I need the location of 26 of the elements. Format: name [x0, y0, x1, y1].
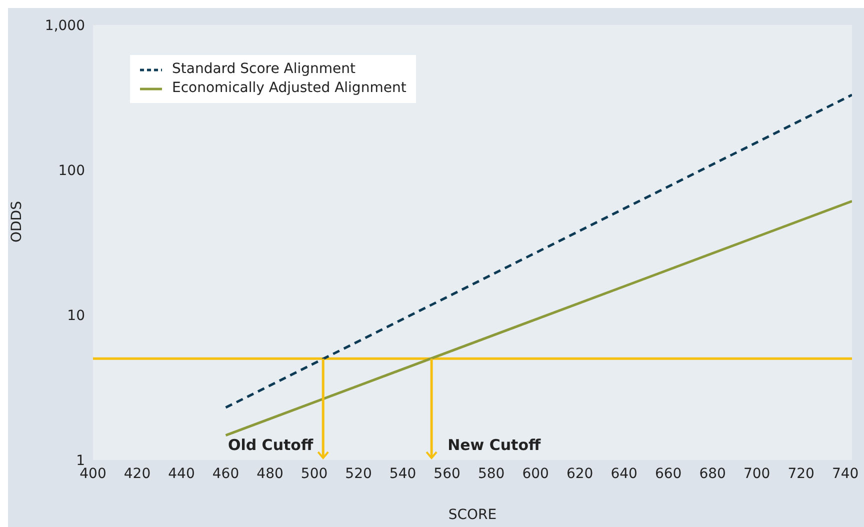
y-axis-title: ODDS — [8, 200, 25, 242]
x-tick-label: 600 — [522, 466, 549, 482]
legend-label: Standard Score Alignment — [172, 60, 356, 79]
y-tick-label: 1,000 — [44, 18, 85, 34]
x-tick-label: 520 — [345, 466, 372, 482]
x-tick-label: 620 — [566, 466, 594, 482]
x-tick-label: 540 — [389, 466, 416, 482]
x-tick-label: 580 — [478, 466, 505, 482]
x-tick-label: 480 — [256, 466, 284, 482]
x-tick-label: 500 — [300, 466, 328, 482]
annotation: New Cutoff — [448, 436, 542, 454]
x-tick-label: 740 — [832, 466, 859, 482]
x-tick-label: 660 — [654, 466, 682, 482]
x-axis-title: SCORE — [448, 507, 497, 523]
x-tick-label: 420 — [124, 466, 151, 482]
x-tick-label: 640 — [610, 466, 638, 482]
x-tick-label: 460 — [212, 466, 240, 482]
x-tick-label: 440 — [168, 466, 195, 482]
legend-label: Economically Adjusted Alignment — [172, 79, 406, 98]
x-tick-label: 560 — [434, 466, 460, 482]
y-tick-label: 100 — [58, 162, 85, 179]
x-tick-label: 700 — [743, 466, 770, 482]
annotation: Old Cutoff — [228, 436, 314, 454]
y-tick-label: 10 — [67, 308, 85, 324]
x-tick-label: 720 — [788, 466, 814, 482]
x-tick-label: 680 — [699, 466, 726, 482]
